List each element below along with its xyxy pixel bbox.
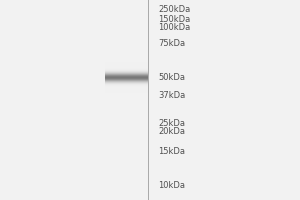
Text: 15kDa: 15kDa [158,146,185,156]
Text: 50kDa: 50kDa [158,72,185,82]
Text: 250kDa: 250kDa [158,4,190,14]
Text: 100kDa: 100kDa [158,23,190,32]
Text: 150kDa: 150kDa [158,15,190,23]
Text: 20kDa: 20kDa [158,128,185,136]
Text: 37kDa: 37kDa [158,92,185,100]
Text: 75kDa: 75kDa [158,38,185,47]
Text: 25kDa: 25kDa [158,118,185,128]
Text: 10kDa: 10kDa [158,182,185,190]
